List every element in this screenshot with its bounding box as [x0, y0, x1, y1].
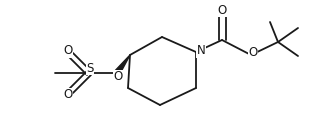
Text: S: S	[86, 61, 94, 74]
Text: N: N	[197, 45, 205, 57]
Text: O: O	[217, 3, 226, 16]
Text: O: O	[63, 88, 73, 101]
Text: O: O	[249, 47, 258, 59]
Text: O: O	[113, 70, 122, 84]
Polygon shape	[115, 55, 130, 75]
Text: O: O	[63, 45, 73, 57]
